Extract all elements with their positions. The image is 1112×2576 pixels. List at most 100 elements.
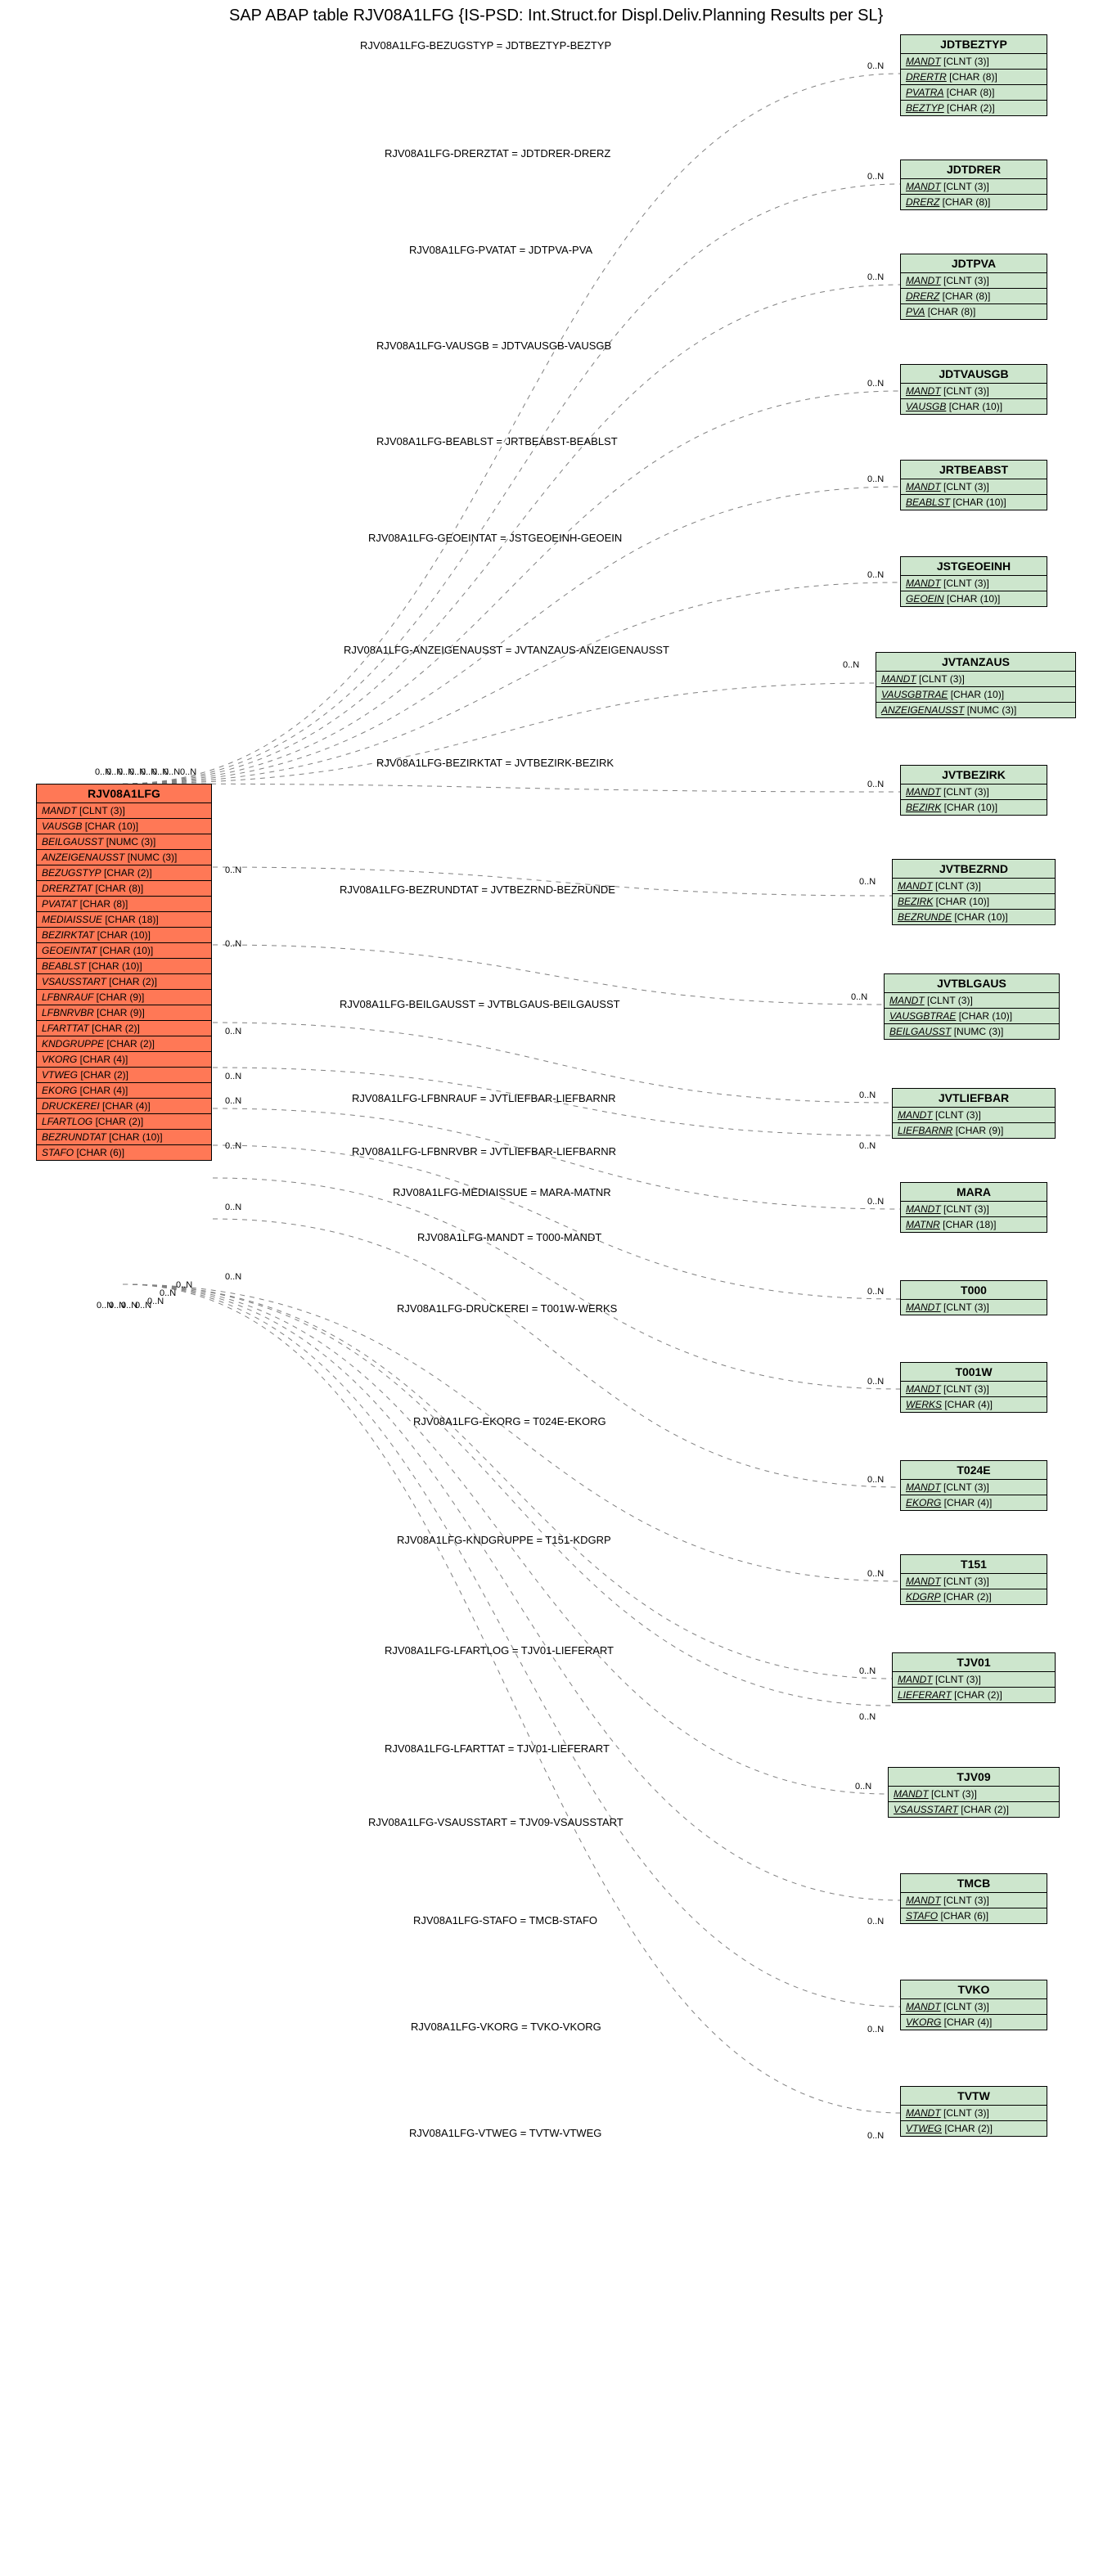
target-entity-t001w: T001WMANDT [CLNT (3)]WERKS [CHAR (4)] [900, 1362, 1047, 1413]
target-entity-tjv01: TJV01MANDT [CLNT (3)]LIEFERART [CHAR (2)… [892, 1652, 1056, 1703]
entity-field: LFARTTAT [CHAR (2)] [37, 1021, 211, 1036]
cardinality-dst: 0..N [851, 992, 867, 1002]
target-entity-t024e: T024EMANDT [CLNT (3)]EKORG [CHAR (4)] [900, 1460, 1047, 1511]
entity-field: VAUSGB [CHAR (10)] [37, 819, 211, 834]
edge-label: RJV08A1LFG-VTWEG = TVTW-VTWEG [409, 2127, 601, 2139]
edge-label: RJV08A1LFG-PVATAT = JDTPVA-PVA [409, 244, 592, 256]
target-entity-jdtbeztyp: JDTBEZTYPMANDT [CLNT (3)]DRERTR [CHAR (8… [900, 34, 1047, 116]
cardinality-dst: 0..N [867, 2131, 884, 2141]
entity-field: VKORG [CHAR (4)] [37, 1052, 211, 1068]
cardinality-src: 0..N [225, 865, 241, 875]
cardinality-src: 0..N [225, 1096, 241, 1106]
cardinality-dst: 0..N [859, 1141, 876, 1151]
edge-label: RJV08A1LFG-LFBNRVBR = JVTLIEFBAR-LIEFBAR… [352, 1145, 616, 1158]
entity-field: BEZTYP [CHAR (2)] [901, 101, 1047, 115]
entity-field: MATNR [CHAR (18)] [901, 1217, 1047, 1232]
cardinality-src: 0..N [225, 1203, 241, 1212]
entity-field: VAUSGB [CHAR (10)] [901, 399, 1047, 414]
cardinality-src: 0..N [225, 1272, 241, 1282]
target-entity-jdtvausgb: JDTVAUSGBMANDT [CLNT (3)]VAUSGB [CHAR (1… [900, 364, 1047, 415]
cardinality-dst: 0..N [867, 172, 884, 182]
entity-field: BEZUGSTYP [CHAR (2)] [37, 865, 211, 881]
cardinality-src: 0..N [225, 1027, 241, 1036]
entity-header: TJV09 [889, 1768, 1059, 1787]
target-entity-jvtbezirk: JVTBEZIRKMANDT [CLNT (3)]BEZIRK [CHAR (1… [900, 765, 1047, 816]
entity-field: MANDT [CLNT (3)] [893, 1672, 1055, 1688]
entity-field: BEZRUNDTAT [CHAR (10)] [37, 1130, 211, 1145]
entity-field: MANDT [CLNT (3)] [901, 479, 1047, 495]
edge-label: RJV08A1LFG-VSAUSSTART = TJV09-VSAUSSTART [368, 1816, 624, 1828]
cardinality-dst: 0..N [867, 570, 884, 580]
entity-header: JVTBEZRND [893, 860, 1055, 879]
cardinality-dst: 0..N [867, 1197, 884, 1207]
cardinality-dst: 0..N [867, 1287, 884, 1297]
cardinality-src: 0..N [225, 1141, 241, 1151]
edge-label: RJV08A1LFG-STAFO = TMCB-STAFO [413, 1914, 597, 1926]
entity-field: MANDT [CLNT (3)] [889, 1787, 1059, 1802]
entity-field: PVATRA [CHAR (8)] [901, 85, 1047, 101]
edge-label: RJV08A1LFG-EKORG = T024E-EKORG [413, 1415, 606, 1427]
target-entity-jvtbezrnd: JVTBEZRNDMANDT [CLNT (3)]BEZIRK [CHAR (1… [892, 859, 1056, 925]
entity-header: JRTBEABST [901, 461, 1047, 479]
cardinality-dst: 0..N [867, 474, 884, 484]
target-entity-jvtanzaus: JVTANZAUSMANDT [CLNT (3)]VAUSGBTRAE [CHA… [876, 652, 1076, 718]
cardinality-dst: 0..N [867, 272, 884, 282]
entity-field: MANDT [CLNT (3)] [893, 1108, 1055, 1123]
entity-field: VSAUSSTART [CHAR (2)] [37, 974, 211, 990]
entity-header: T151 [901, 1555, 1047, 1574]
target-entity-tvtw: TVTWMANDT [CLNT (3)]VTWEG [CHAR (2)] [900, 2086, 1047, 2137]
entity-field: STAFO [CHAR (6)] [901, 1908, 1047, 1923]
cardinality-dst: 0..N [867, 1475, 884, 1485]
target-entity-t151: T151MANDT [CLNT (3)]KDGRP [CHAR (2)] [900, 1554, 1047, 1605]
cardinality-src: 0..N [225, 1072, 241, 1081]
entity-field: MANDT [CLNT (3)] [37, 803, 211, 819]
entity-header: JVTBEZIRK [901, 766, 1047, 784]
entity-field: STAFO [CHAR (6)] [37, 1145, 211, 1160]
edge-label: RJV08A1LFG-LFARTTAT = TJV01-LIEFERART [385, 1742, 610, 1755]
main-entity-rjv08a1lfg: RJV08A1LFGMANDT [CLNT (3)]VAUSGB [CHAR (… [36, 784, 212, 1161]
entity-field: DRERZ [CHAR (8)] [901, 289, 1047, 304]
entity-header: TJV01 [893, 1653, 1055, 1672]
target-entity-mara: MARAMANDT [CLNT (3)]MATNR [CHAR (18)] [900, 1182, 1047, 1233]
entity-field: KNDGRUPPE [CHAR (2)] [37, 1036, 211, 1052]
cardinality-dst: 0..N [867, 780, 884, 789]
entity-header: MARA [901, 1183, 1047, 1202]
edge-label: RJV08A1LFG-MEDIAISSUE = MARA-MATNR [393, 1186, 611, 1198]
target-entity-tjv09: TJV09MANDT [CLNT (3)]VSAUSSTART [CHAR (2… [888, 1767, 1060, 1818]
edge-label: RJV08A1LFG-MANDT = T000-MANDT [417, 1231, 601, 1243]
entity-field: MANDT [CLNT (3)] [901, 1202, 1047, 1217]
target-entity-jstgeoeinh: JSTGEOEINHMANDT [CLNT (3)]GEOEIN [CHAR (… [900, 556, 1047, 607]
entity-header: RJV08A1LFG [37, 784, 211, 803]
entity-header: JDTPVA [901, 254, 1047, 273]
cardinality-dst: 0..N [867, 1569, 884, 1579]
cardinality-dst: 0..N [843, 660, 859, 670]
cardinality-dst: 0..N [859, 877, 876, 887]
cardinality-src: 0..N [225, 939, 241, 949]
entity-field: LFARTLOG [CHAR (2)] [37, 1114, 211, 1130]
entity-field: PVATAT [CHAR (8)] [37, 897, 211, 912]
entity-field: EKORG [CHAR (4)] [37, 1083, 211, 1099]
entity-field: MANDT [CLNT (3)] [901, 784, 1047, 800]
entity-field: MANDT [CLNT (3)] [901, 2106, 1047, 2121]
entity-field: VKORG [CHAR (4)] [901, 2015, 1047, 2030]
edge-label: RJV08A1LFG-BEILGAUSST = JVTBLGAUS-BEILGA… [340, 998, 620, 1010]
entity-field: MANDT [CLNT (3)] [901, 179, 1047, 195]
entity-field: LIEFERART [CHAR (2)] [893, 1688, 1055, 1702]
entity-field: MANDT [CLNT (3)] [901, 1480, 1047, 1495]
page-title: SAP ABAP table RJV08A1LFG {IS-PSD: Int.S… [229, 7, 883, 25]
entity-field: KDGRP [CHAR (2)] [901, 1589, 1047, 1604]
entity-field: DRERZ [CHAR (8)] [901, 195, 1047, 209]
entity-field: WERKS [CHAR (4)] [901, 1397, 1047, 1412]
entity-field: GEOEIN [CHAR (10)] [901, 591, 1047, 606]
entity-field: EKORG [CHAR (4)] [901, 1495, 1047, 1510]
entity-header: JDTVAUSGB [901, 365, 1047, 384]
entity-field: MANDT [CLNT (3)] [901, 1574, 1047, 1589]
entity-field: BEZRUNDE [CHAR (10)] [893, 910, 1055, 924]
entity-field: BEZIRKTAT [CHAR (10)] [37, 928, 211, 943]
entity-field: MANDT [CLNT (3)] [893, 879, 1055, 894]
entity-field: MANDT [CLNT (3)] [901, 1999, 1047, 2015]
target-entity-t000: T000MANDT [CLNT (3)] [900, 1280, 1047, 1315]
cardinality-dst: 0..N [867, 2025, 884, 2034]
target-entity-tvko: TVKOMANDT [CLNT (3)]VKORG [CHAR (4)] [900, 1980, 1047, 2030]
entity-header: T001W [901, 1363, 1047, 1382]
